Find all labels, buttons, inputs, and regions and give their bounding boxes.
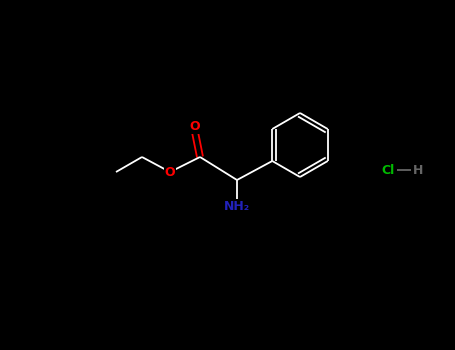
Text: NH₂: NH₂ <box>224 199 250 212</box>
Text: O: O <box>165 166 175 178</box>
Text: Cl: Cl <box>381 163 394 176</box>
Text: O: O <box>190 120 200 133</box>
Text: H: H <box>413 163 423 176</box>
